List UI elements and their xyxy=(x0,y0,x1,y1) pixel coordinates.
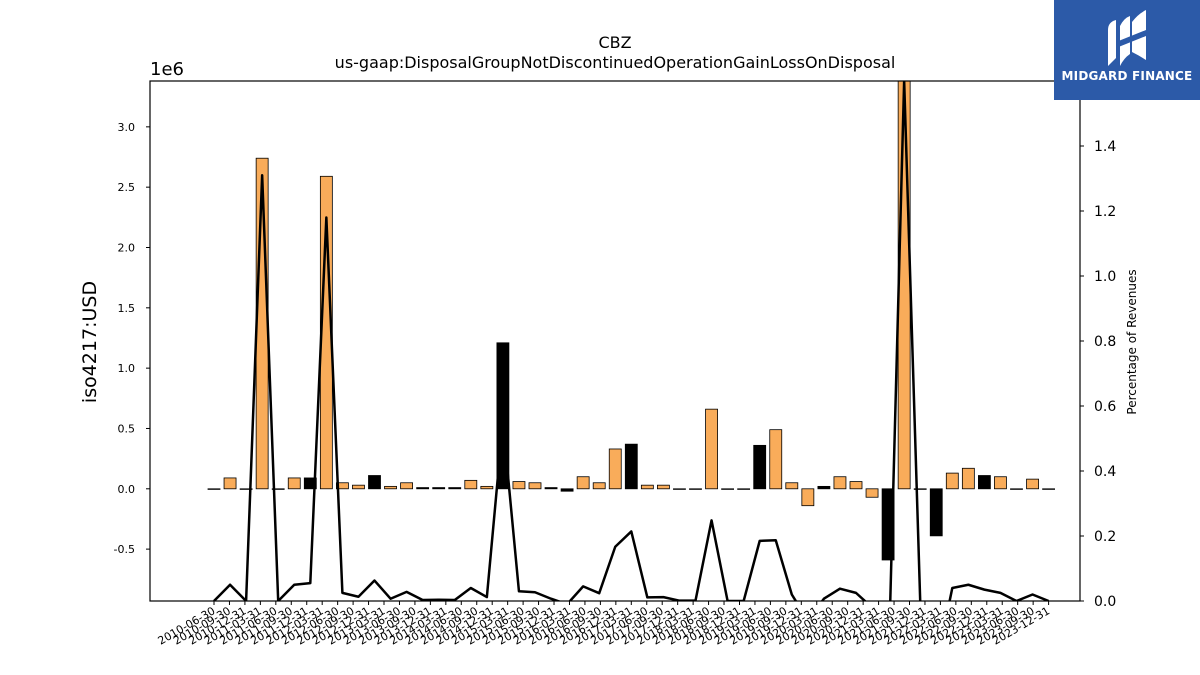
bar xyxy=(849,481,863,490)
chart-title: CBZ xyxy=(598,33,631,52)
y2-tick-label: 0.6 xyxy=(1094,399,1116,415)
bar xyxy=(833,476,847,490)
y2-tick-label: 1.2 xyxy=(1094,204,1116,220)
bar xyxy=(640,484,654,490)
bar xyxy=(287,477,301,490)
bar xyxy=(705,408,718,490)
bar xyxy=(512,481,526,490)
bar xyxy=(978,475,991,490)
bar xyxy=(913,488,927,490)
y-tick-label: 0.5 xyxy=(118,422,136,435)
y-tick-label: 1.5 xyxy=(118,302,136,315)
y-tick-label: 1.0 xyxy=(118,362,136,375)
y2-tick-label: 1.0 xyxy=(1094,269,1116,285)
bar xyxy=(929,488,943,537)
y-axis-label: iso4217:USD xyxy=(79,281,101,403)
bar xyxy=(207,488,221,490)
bar xyxy=(624,443,638,490)
bar xyxy=(448,487,462,490)
plot-layer xyxy=(207,81,1055,601)
bar xyxy=(384,485,397,490)
bar xyxy=(400,482,414,490)
chart-subtitle: us-gaap:DisposalGroupNotDiscontinuedOper… xyxy=(335,53,896,72)
plot-area xyxy=(207,81,1055,601)
bar xyxy=(223,477,237,490)
bar xyxy=(801,488,815,507)
bar xyxy=(961,467,975,490)
y-tick-label: -0.5 xyxy=(114,543,135,556)
y2-tick-label: 1.4 xyxy=(1094,139,1116,155)
axis-layer: -0.5 0.0 0.5 1.0 1.5 2.0 2.5 3.0 0.0 0.2 0.4 0.6 0.8… xyxy=(114,80,1116,648)
y2-tick-label: 0.0 xyxy=(1094,594,1116,610)
y-tick-label: 3.0 xyxy=(118,121,136,134)
bar xyxy=(576,476,590,490)
bar xyxy=(785,482,799,490)
bar xyxy=(608,448,622,490)
bar xyxy=(1026,478,1039,490)
bar xyxy=(464,479,478,490)
bar xyxy=(1042,488,1055,490)
company-logo: MIDGARD FINANCE xyxy=(1054,0,1200,100)
bar xyxy=(865,488,879,498)
y-axis-offset-label: 1e6 xyxy=(150,59,184,80)
bar xyxy=(416,487,430,490)
bar xyxy=(303,477,317,490)
bar xyxy=(480,485,494,490)
bar xyxy=(753,444,767,490)
logo-text: MIDGARD FINANCE xyxy=(1061,69,1193,83)
bar xyxy=(817,485,831,490)
bar xyxy=(560,488,574,492)
bar xyxy=(368,475,381,490)
y2-axis-label: Percentage of Revenues xyxy=(1125,269,1139,414)
bar xyxy=(1010,488,1023,490)
bar xyxy=(769,429,783,490)
bar xyxy=(737,488,751,490)
bar xyxy=(544,487,558,490)
bar xyxy=(239,488,253,490)
bar xyxy=(994,476,1007,490)
midgard-logo-icon xyxy=(1108,10,1146,66)
bar xyxy=(592,482,606,490)
y-tick-label: 0.0 xyxy=(118,483,136,496)
bar xyxy=(432,487,446,490)
y-tick-label: 2.0 xyxy=(118,241,136,254)
y2-tick-label: 0.4 xyxy=(1094,464,1116,480)
bar xyxy=(689,488,702,490)
bar xyxy=(721,488,734,490)
bar xyxy=(352,484,365,490)
bar xyxy=(657,484,670,490)
bar xyxy=(673,488,686,490)
y2-tick-label: 0.2 xyxy=(1094,529,1116,545)
bar xyxy=(335,482,349,490)
bar xyxy=(271,488,285,490)
bar xyxy=(528,482,542,490)
y2-tick-label: 0.8 xyxy=(1094,334,1116,350)
y-tick-label: 2.5 xyxy=(118,181,136,194)
percentage-line xyxy=(213,81,1050,601)
bar xyxy=(945,472,959,490)
